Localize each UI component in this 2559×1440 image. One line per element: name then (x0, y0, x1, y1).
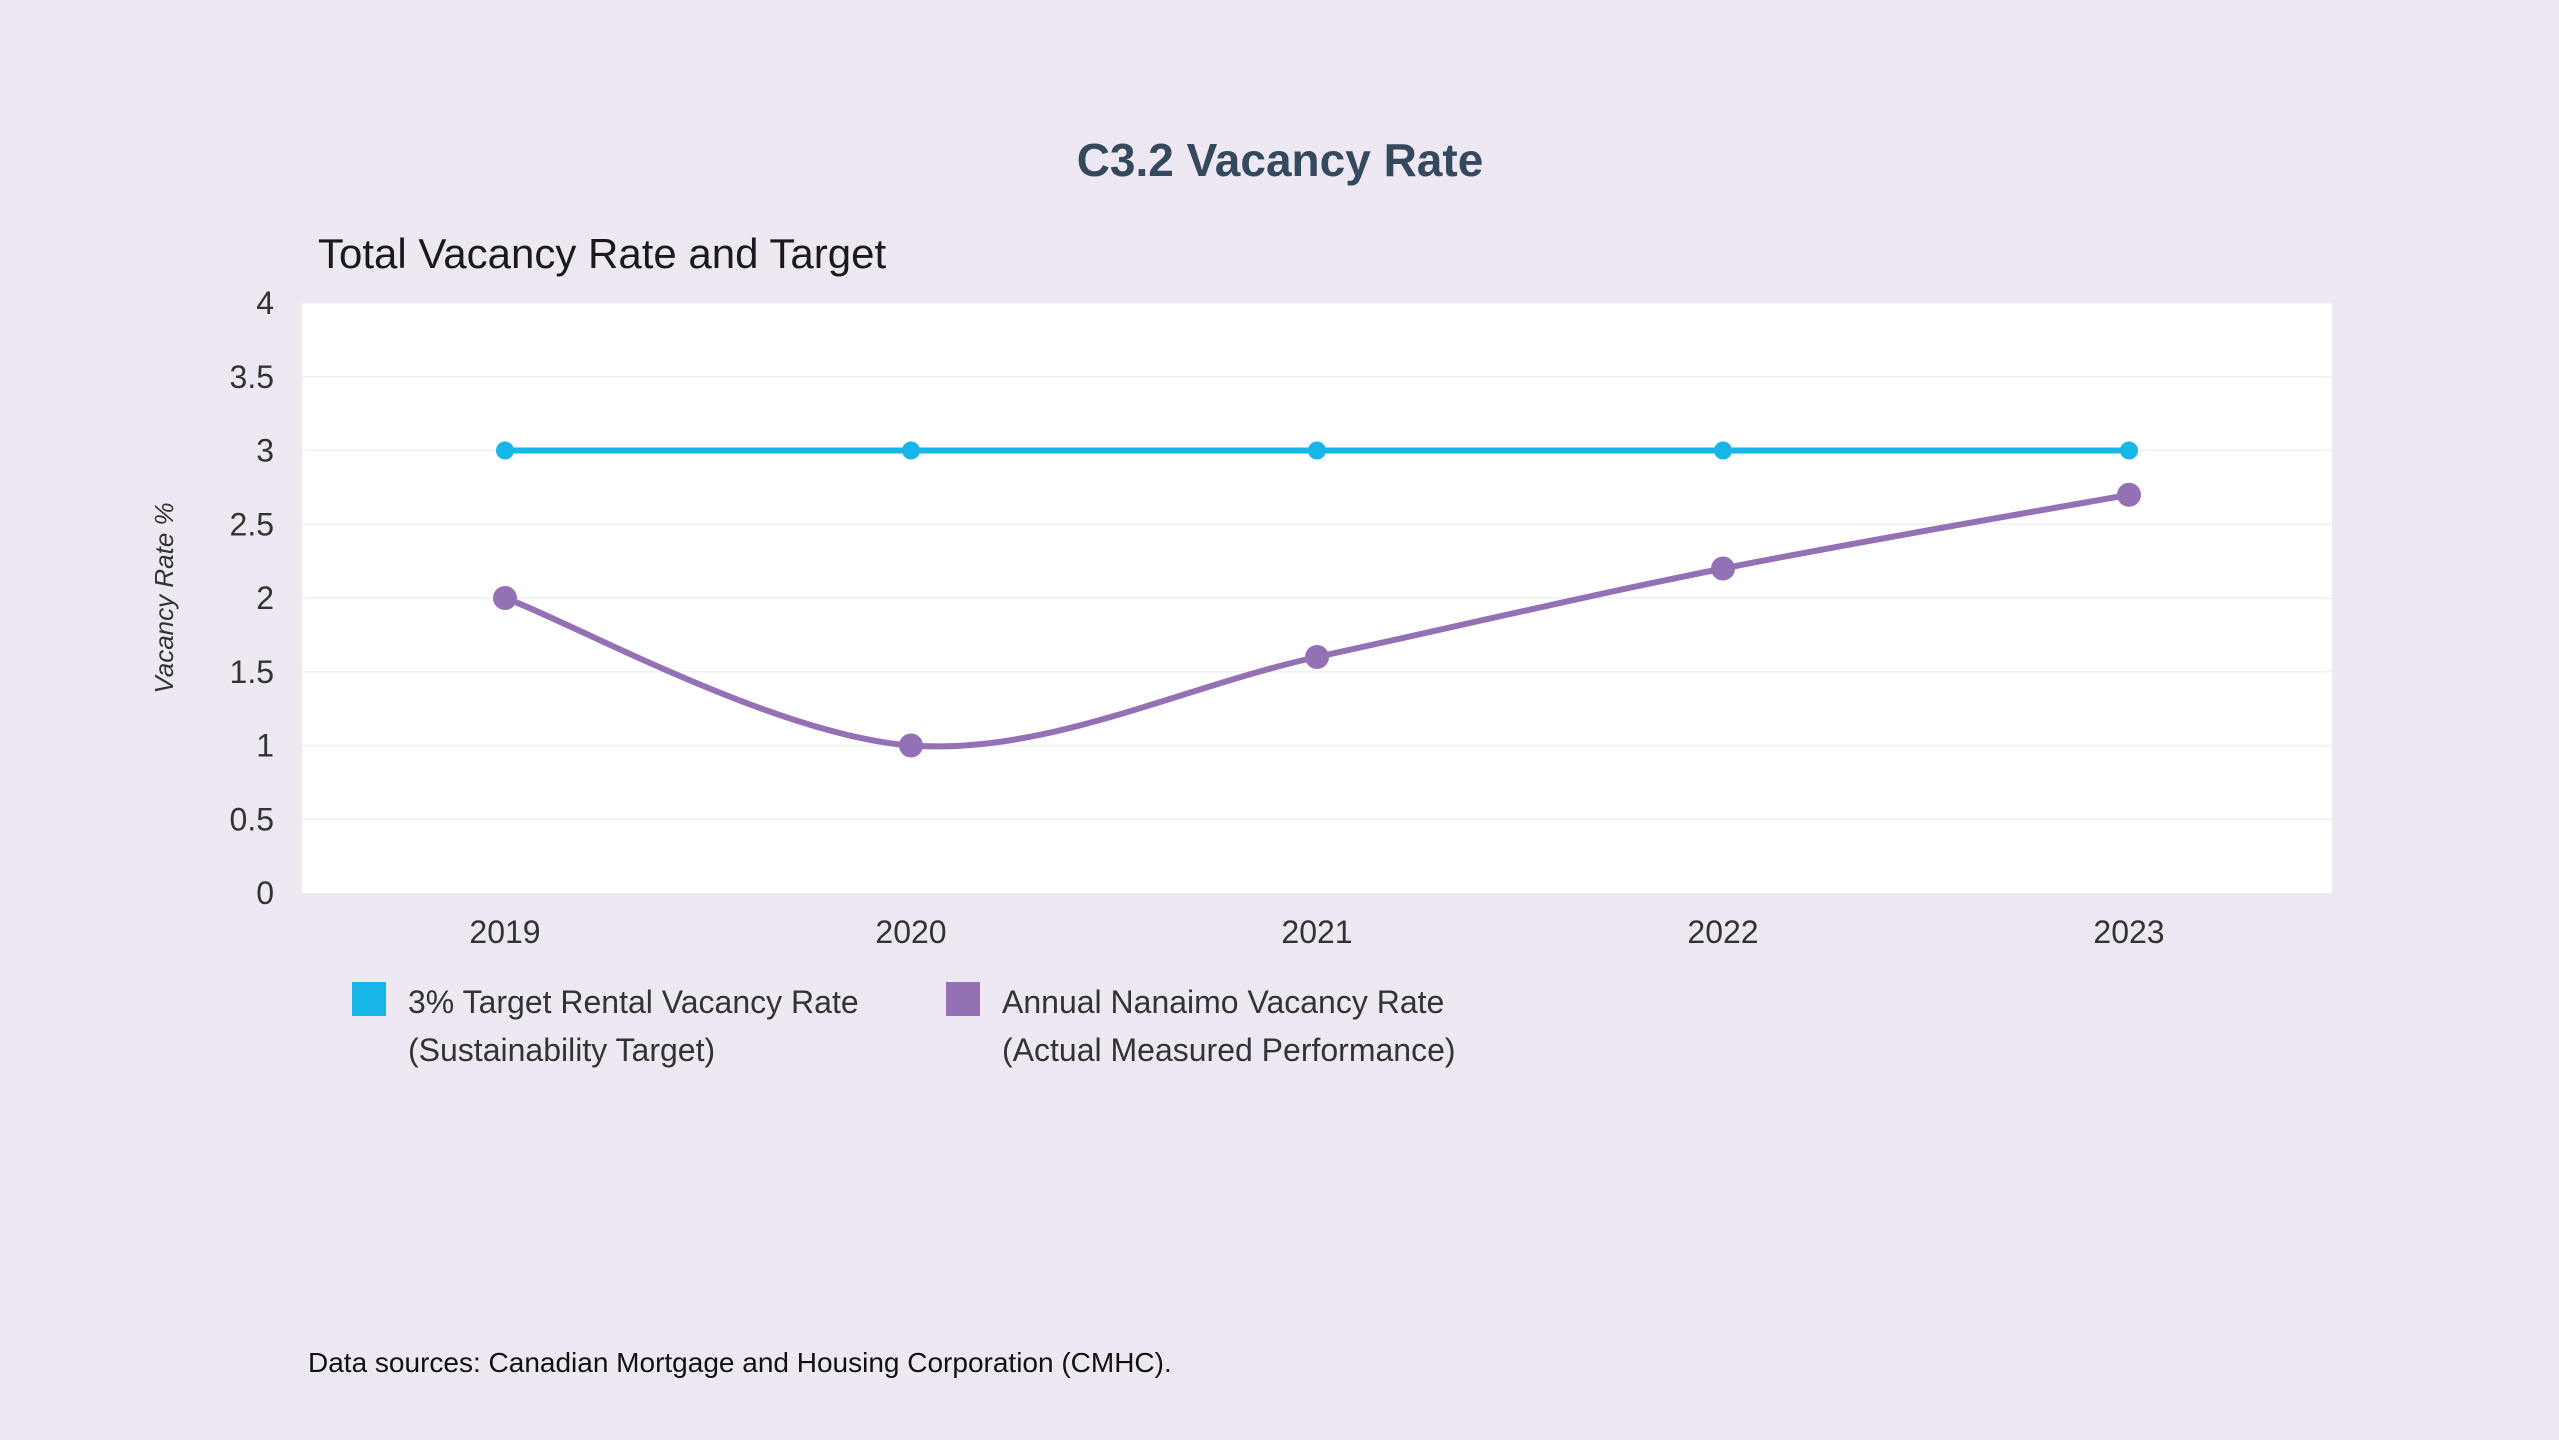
data-point (493, 586, 517, 610)
x-tick-label: 2023 (2093, 914, 2164, 950)
y-tick-label: 0.5 (230, 801, 274, 837)
y-tick-label: 1.5 (230, 654, 274, 690)
legend-label: 3% Target Rental Vacancy Rate (408, 984, 859, 1020)
data-point (1711, 556, 1735, 581)
legend-label: (Actual Measured Performance) (1002, 1032, 1456, 1068)
legend-label: Annual Nanaimo Vacancy Rate (1002, 984, 1444, 1020)
x-tick-label: 2020 (875, 914, 946, 950)
data-point (496, 441, 514, 460)
y-tick-label: 2 (256, 580, 274, 616)
series-layer (493, 441, 2141, 758)
legend-swatch (946, 982, 980, 1016)
y-axis-label: Vacancy Rate % (149, 502, 179, 693)
data-point (899, 733, 923, 758)
y-tick-label: 2.5 (230, 506, 274, 542)
x-axis-ticks: 2019 2020 2021 2022 2023 (469, 914, 2164, 950)
x-tick-label: 2022 (1687, 914, 1758, 950)
x-tick-label: 2019 (469, 914, 540, 950)
legend-label: (Sustainability Target) (408, 1032, 715, 1068)
data-point (2117, 482, 2141, 507)
x-tick-label: 2021 (1281, 914, 1352, 950)
chart-title: Total Vacancy Rate and Target (318, 230, 886, 277)
page-title: C3.2 Vacancy Rate (1077, 134, 1484, 186)
data-point (902, 441, 920, 460)
legend-swatch (352, 982, 386, 1016)
y-tick-label: 3.5 (230, 359, 274, 395)
y-tick-label: 3 (256, 433, 274, 469)
source-note: Data sources: Canadian Mortgage and Hous… (308, 1347, 1172, 1378)
data-point (2120, 441, 2138, 460)
y-tick-label: 4 (256, 285, 274, 321)
legend: 3% Target Rental Vacancy Rate (Sustainabi… (352, 982, 1456, 1068)
data-point (1714, 441, 1732, 460)
y-tick-label: 0 (256, 875, 274, 911)
y-axis-ticks: 0 0.5 1 1.5 2 2.5 3 3.5 4 (230, 285, 274, 911)
data-point (1308, 441, 1326, 460)
y-tick-label: 1 (256, 728, 274, 764)
data-point (1305, 645, 1329, 669)
